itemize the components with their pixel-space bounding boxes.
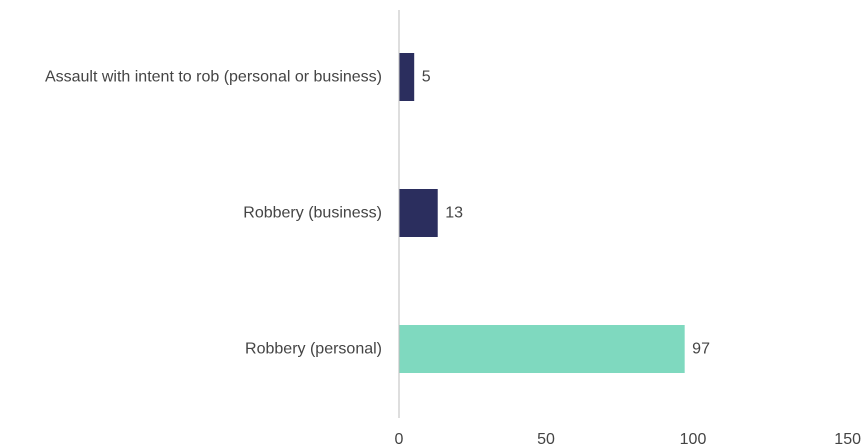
category-label: Assault with intent to rob (personal or … — [45, 69, 382, 86]
bar — [399, 189, 438, 237]
category-labels: Assault with intent to rob (personal or … — [45, 69, 382, 358]
x-tick-label: 100 — [680, 431, 707, 448]
category-label: Robbery (personal) — [245, 341, 382, 358]
category-label: Robbery (business) — [243, 205, 382, 222]
value-label: 13 — [445, 205, 463, 222]
x-axis-ticks: 0 50 100 150 — [395, 431, 862, 448]
value-labels: 5 13 97 — [422, 69, 710, 358]
bar — [399, 325, 685, 373]
value-label: 97 — [692, 341, 710, 358]
value-label: 5 — [422, 69, 431, 86]
x-tick-label: 150 — [834, 431, 861, 448]
bars — [399, 53, 685, 373]
x-tick-label: 50 — [537, 431, 555, 448]
x-tick-label: 0 — [395, 431, 404, 448]
bar — [399, 53, 415, 101]
